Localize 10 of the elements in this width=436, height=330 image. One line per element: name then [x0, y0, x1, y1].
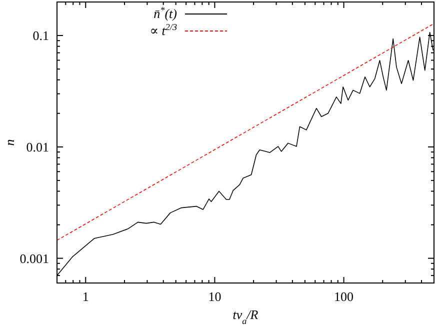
legend-label: ∝ t$^{2/3}$: [150, 22, 178, 38]
legend-label: n̄$^{*}$(t): [154, 5, 177, 21]
x-tick-label: 1: [82, 289, 89, 304]
x-axis-title: tv$_{a}$/R: [232, 307, 258, 326]
y-tick-label: 0.1: [32, 28, 49, 44]
x-tick-label: 100: [334, 289, 354, 304]
x-tick-label: 10: [208, 289, 222, 304]
y-axis-title: n: [2, 139, 17, 146]
y-tick-label: 0.001: [20, 250, 49, 266]
y-tick-label: 0.01: [26, 139, 49, 154]
